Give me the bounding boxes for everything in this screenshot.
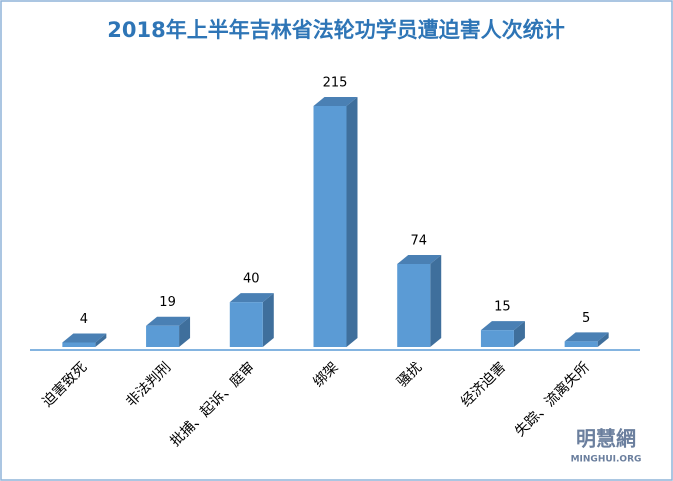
- value-label: 4: [80, 312, 88, 327]
- bar: [146, 316, 191, 347]
- bar-top: [564, 332, 609, 342]
- watermark-sub: MINGHUI.ORG: [571, 455, 642, 465]
- bar-front: [480, 330, 514, 347]
- value-label: 19: [159, 295, 176, 310]
- bar: [62, 333, 107, 347]
- bar-front: [313, 106, 347, 347]
- bar-side: [95, 333, 107, 347]
- bar: [229, 293, 274, 347]
- watermark: 明慧網: [576, 427, 636, 451]
- bar-side: [513, 321, 525, 347]
- bar-side: [262, 293, 274, 347]
- bar-front: [397, 264, 431, 347]
- bar-front: [229, 302, 263, 347]
- bar-top: [229, 293, 274, 303]
- bar-top: [480, 321, 525, 331]
- value-label: 5: [582, 311, 590, 326]
- bar-front: [564, 341, 598, 347]
- bar: [564, 332, 609, 347]
- bar: [397, 255, 442, 347]
- value-label: 40: [243, 272, 260, 287]
- bar-side: [597, 332, 609, 347]
- bar-top: [146, 316, 191, 326]
- bar-side: [346, 97, 358, 347]
- chart-title: 2018年上半年吉林省法轮功学员遭迫害人次统计: [107, 18, 564, 42]
- value-label: 215: [323, 76, 348, 91]
- bar-side: [430, 255, 442, 347]
- bar-top: [397, 255, 442, 265]
- bar: [313, 97, 358, 347]
- bar: [480, 321, 525, 347]
- value-label: 15: [494, 300, 511, 315]
- value-label: 74: [410, 234, 427, 249]
- bar-top: [62, 333, 107, 343]
- bar-front: [62, 342, 96, 347]
- bar-side: [179, 316, 191, 347]
- bar-front: [146, 325, 180, 347]
- bar-top: [313, 97, 358, 106]
